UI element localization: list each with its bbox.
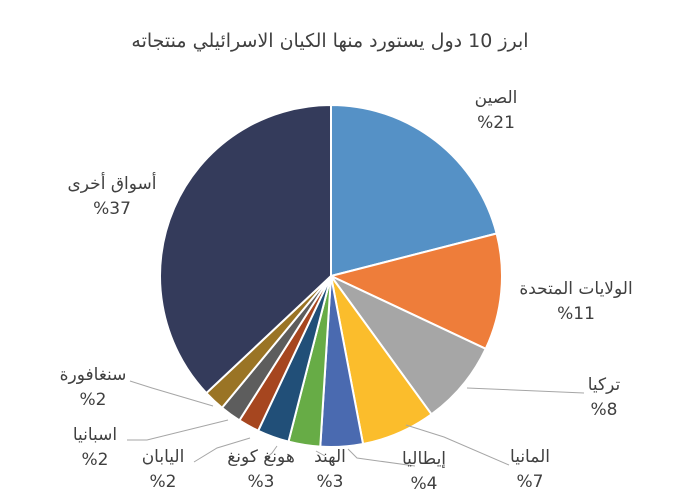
slice-label: اليابان: [142, 447, 185, 467]
slice-percent-label: %11: [557, 304, 595, 324]
slice-label: سنغافورة: [60, 365, 127, 385]
leader-lines: [127, 380, 585, 467]
slice-percent-label: %21: [477, 113, 515, 133]
leader-line: [127, 419, 229, 441]
leader-line: [315, 450, 326, 457]
slice-label: الولايات المتحدة: [519, 279, 632, 299]
pie-slice: [328, 232, 503, 351]
slice-label: أسواق أخرى: [68, 172, 157, 194]
slice-percent-label: %4: [411, 474, 438, 494]
leader-line: [466, 387, 585, 394]
leader-line: [264, 445, 278, 460]
slice-percent-label: %2: [82, 450, 109, 470]
leader-line: [347, 448, 416, 467]
slice-percent-label: %2: [150, 472, 177, 492]
leader-line: [129, 380, 214, 407]
slice-percent-label: %8: [591, 400, 618, 420]
leader-line: [193, 437, 251, 463]
slice-label: تركيا: [588, 375, 621, 395]
pie-slice: [158, 103, 332, 395]
slice-label: الهند: [314, 447, 346, 467]
slice-percent-label: %3: [248, 472, 275, 492]
slice-percent-label: %37: [93, 199, 131, 219]
slice-label: الصين: [475, 88, 518, 108]
slice-label: اسبانيا: [73, 425, 117, 445]
leader-line: [405, 424, 510, 466]
slice-percent-label: %7: [517, 472, 544, 492]
slice-label: المانيا: [510, 447, 550, 467]
pie-slices: [158, 103, 503, 448]
slice-label: هونغ كونغ: [227, 447, 295, 467]
chart-title: ابرز 10 دول يستورد منها الكيان الاسرائيل…: [131, 30, 528, 52]
pie-slice: [330, 103, 498, 278]
slice-labels: الصين %21 الولايات المتحدة %11 تركيا %8 الماني…: [60, 88, 633, 494]
slice-percent-label: %2: [80, 390, 107, 410]
slice-percent-label: %3: [317, 472, 344, 492]
slice-label: إيطاليا: [402, 449, 446, 469]
